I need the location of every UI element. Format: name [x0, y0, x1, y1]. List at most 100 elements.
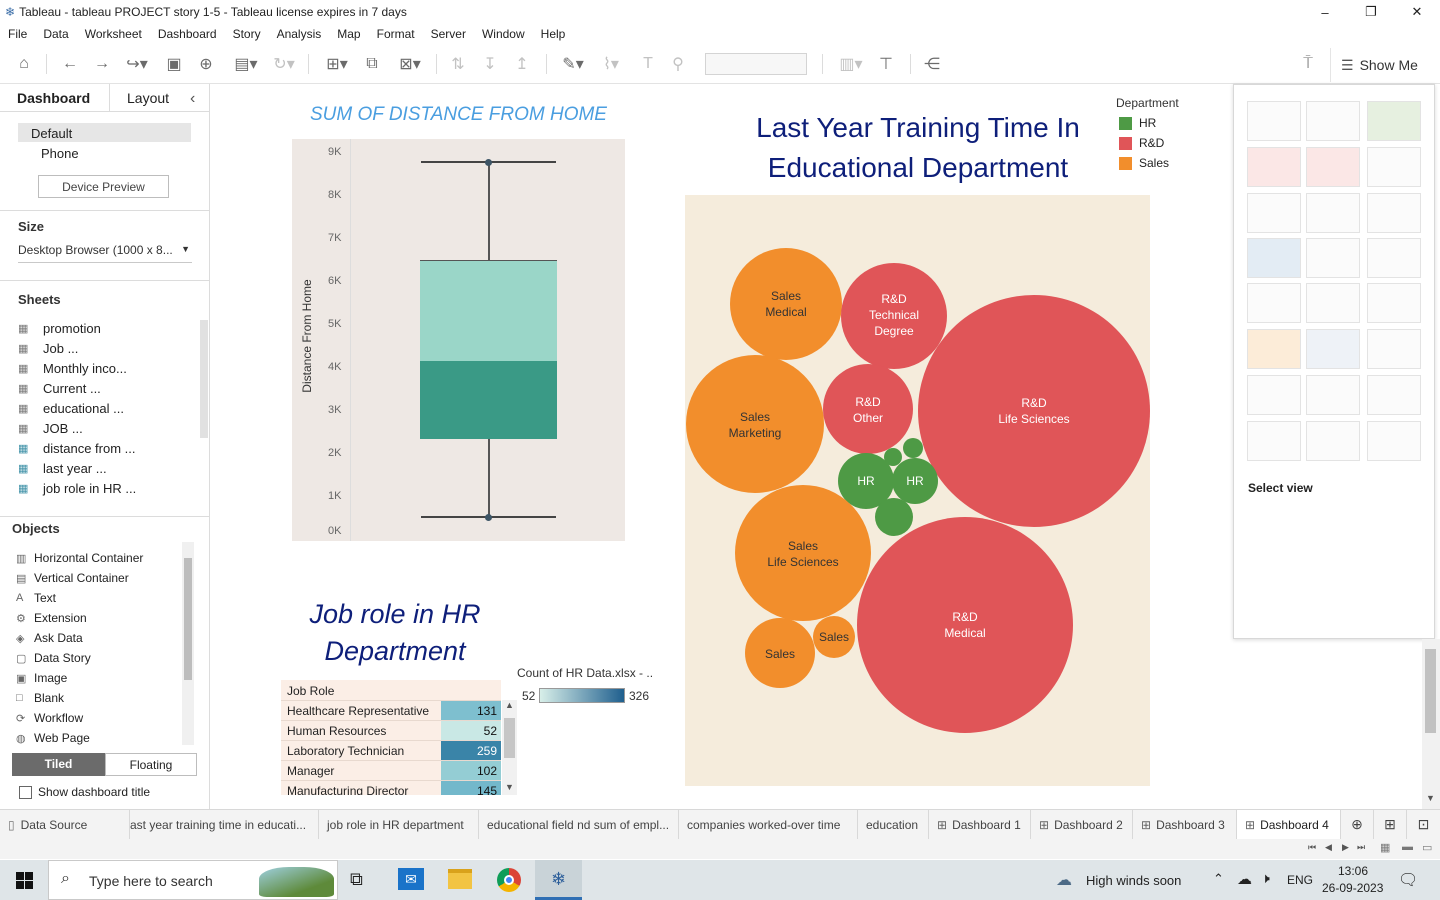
object-image[interactable]: ▣ Image	[16, 671, 68, 685]
sheet-item[interactable]: ▦ educational ...	[18, 401, 124, 416]
menu-server[interactable]: Server	[430, 27, 466, 41]
menu-worksheet[interactable]: Worksheet	[84, 27, 142, 41]
redo-icon[interactable]: →	[94, 55, 110, 72]
sheet-item[interactable]: ▦ last year ...	[18, 461, 107, 476]
chevron-up-icon[interactable]: ⌃	[1213, 871, 1224, 886]
legend-item[interactable]: R&D	[1119, 136, 1179, 150]
tab-dashboard-3[interactable]: ⊞ Dashboard 3	[1133, 809, 1237, 840]
home-icon[interactable]: ⌂	[19, 55, 29, 72]
tab-sheet[interactable]: education	[858, 809, 929, 840]
fit-dropdown[interactable]	[705, 53, 807, 75]
refresh-icon[interactable]: ↻▾	[273, 56, 295, 73]
new-worksheet-icon[interactable]: ⊞▾	[326, 56, 348, 73]
show-me-button[interactable]: ☰ Show Me	[1330, 48, 1440, 82]
clear-sheet-icon[interactable]: ⊠▾	[399, 56, 421, 73]
size-dropdown[interactable]: Desktop Browser (1000 x 8... ▼	[18, 243, 192, 263]
sheet-item[interactable]: ▦ job role in HR ...	[18, 481, 136, 496]
pin-icon[interactable]: ⚲	[672, 56, 684, 73]
scroll-down-icon[interactable]: ▼	[1426, 793, 1435, 803]
bubble[interactable]: R&D Other	[823, 364, 913, 454]
prev-sheet-icon[interactable]: ◀	[1325, 842, 1332, 852]
show-cards-icon[interactable]: ▥▾	[839, 56, 863, 73]
duplicate-icon[interactable]: ⧉	[366, 55, 378, 72]
tab-dashboard-4[interactable]: ⊞ Dashboard 4	[1237, 809, 1341, 840]
language-indicator[interactable]: ENG	[1287, 873, 1314, 887]
sheet-item[interactable]: ▦ Job ...	[18, 341, 78, 356]
object-ask-data[interactable]: ◈ Ask Data	[16, 631, 83, 645]
menu-analysis[interactable]: Analysis	[276, 27, 322, 41]
first-sheet-icon[interactable]: ⏮	[1308, 842, 1317, 852]
object-text[interactable]: A Text	[16, 591, 57, 605]
bullet-graph-thumb[interactable]	[1306, 421, 1360, 461]
bubble[interactable]: Sales Life Sciences	[735, 485, 871, 621]
menu-story[interactable]: Story	[232, 27, 261, 41]
menu-data[interactable]: Data	[43, 27, 69, 41]
windows-start-icon[interactable]	[16, 872, 33, 889]
share-icon[interactable]: ⋲	[924, 56, 940, 73]
text-table-thumb[interactable]	[1247, 101, 1301, 141]
save-icon[interactable]: ▣	[166, 56, 182, 73]
sheet-item[interactable]: ▦ Current ...	[18, 381, 101, 396]
replay-icon[interactable]: ↪▾	[126, 56, 148, 73]
format-painter-icon[interactable]: ⍑	[1303, 55, 1313, 72]
volume-icon[interactable]: 🕨	[1261, 870, 1270, 886]
side-by-side-bars-thumb[interactable]	[1367, 193, 1421, 233]
mail-icon[interactable]: ✉	[398, 868, 424, 890]
bubble[interactable]: Sales	[813, 616, 855, 658]
tiled-button[interactable]: Tiled	[12, 753, 105, 776]
tab-dashboard-2[interactable]: ⊞ Dashboard 2	[1031, 809, 1133, 840]
table-row[interactable]: Human Resources 52	[281, 720, 501, 741]
menu-window[interactable]: Window	[481, 27, 525, 41]
area-discrete-thumb[interactable]	[1306, 329, 1360, 369]
clock-date[interactable]: 26-09-2023	[1322, 881, 1384, 895]
side-by-side-circles-thumb[interactable]	[1367, 238, 1421, 278]
bubble[interactable]: R&D Medical	[857, 517, 1073, 733]
object-extension[interactable]: ⚙ Extension	[16, 611, 87, 625]
sheet-sorter-icon[interactable]: ▦	[1380, 842, 1391, 854]
pause-updates-icon[interactable]: ▤▾	[234, 56, 258, 73]
show-title-checkbox[interactable]	[19, 786, 32, 799]
highlight-icon[interactable]: ✎▾	[562, 56, 584, 73]
dual-lines-thumb[interactable]	[1367, 283, 1421, 323]
continuous-lines-thumb[interactable]	[1247, 283, 1301, 323]
bubble[interactable]	[903, 438, 923, 458]
new-dashboard-icon[interactable]: ⊞	[1374, 809, 1407, 840]
task-view-icon[interactable]: ⧉	[350, 869, 363, 889]
labels-icon[interactable]: T	[643, 55, 653, 72]
object-horizontal-container[interactable]: ▥ Horizontal Container	[16, 551, 144, 565]
sort-desc-icon[interactable]: ↥	[515, 56, 529, 73]
collapse-pane-icon[interactable]: ‹	[190, 90, 196, 107]
floating-button[interactable]: Floating	[105, 753, 197, 776]
department-legend[interactable]: Department HR R&D Sales	[1116, 96, 1179, 176]
objects-scrollbar[interactable]	[182, 542, 194, 745]
discrete-lines-thumb[interactable]	[1306, 283, 1360, 323]
bubble[interactable]: Sales Marketing	[686, 355, 824, 493]
sheet-item[interactable]: ▦ distance from ...	[18, 441, 135, 456]
tab-layout[interactable]: Layout	[127, 90, 170, 106]
jobrole-table[interactable]: Job Role Healthcare Representative 131 Hu…	[281, 680, 501, 795]
tab-dashboard-1[interactable]: ⊞ Dashboard 1	[929, 809, 1031, 840]
menu-file[interactable]: File	[8, 27, 28, 41]
clock-time[interactable]: 13:06	[1338, 864, 1369, 878]
tab-dashboard[interactable]: Dashboard	[0, 84, 110, 111]
bubble[interactable]: Sales Medical	[730, 248, 842, 360]
notification-icon[interactable]: 🗨	[1398, 872, 1419, 889]
horizontal-bars-thumb[interactable]	[1247, 193, 1301, 233]
box-whisker-thumb[interactable]	[1367, 375, 1421, 415]
network-icon[interactable]: ☁	[1237, 871, 1252, 888]
pie-chart-thumb[interactable]	[1367, 147, 1421, 187]
filled-map-thumb[interactable]	[1306, 147, 1360, 187]
sheet-item[interactable]: ▦ Monthly inco...	[18, 361, 127, 376]
scatter-plot-thumb[interactable]	[1247, 375, 1301, 415]
device-phone[interactable]: Phone	[41, 146, 79, 161]
tab-data-source[interactable]: ▯ Data Source	[0, 809, 130, 840]
sheet-item[interactable]: ▦ promotion	[18, 321, 101, 336]
table-row[interactable]: Manager 102	[281, 760, 501, 781]
taskbar-search[interactable]: ⌕ Type here to search	[48, 860, 338, 900]
dual-combination-thumb[interactable]	[1367, 329, 1421, 369]
last-sheet-icon[interactable]: ⏭	[1357, 842, 1366, 852]
tab-sheet[interactable]: companies worked-over time	[679, 809, 858, 840]
stacked-bars-thumb[interactable]	[1306, 193, 1360, 233]
legend-item[interactable]: Sales	[1119, 156, 1179, 170]
sort-asc-icon[interactable]: ↧	[483, 56, 497, 73]
